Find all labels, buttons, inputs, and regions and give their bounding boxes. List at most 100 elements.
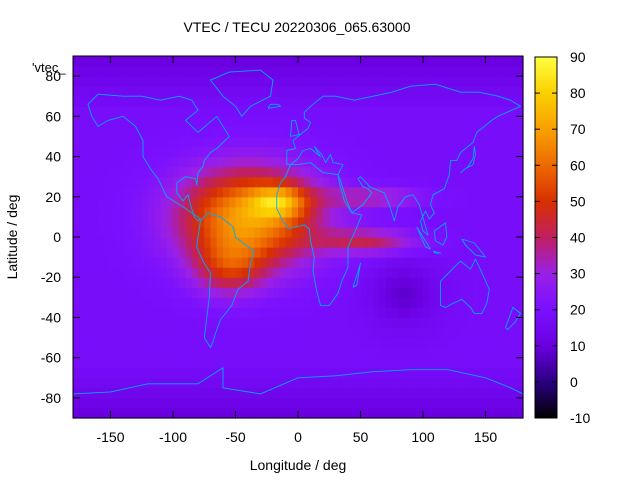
heatmap-cell (329, 387, 337, 399)
heatmap-cell (216, 96, 224, 107)
heatmap-cell (116, 397, 124, 409)
heatmap-cell (135, 96, 143, 107)
heatmap-cell (391, 66, 399, 77)
heatmap-cell (229, 277, 237, 288)
heatmap-cell (404, 96, 412, 107)
heatmap-cell (210, 397, 218, 409)
heatmap-cell (360, 407, 368, 419)
heatmap-cell (416, 337, 424, 349)
heatmap-cell (335, 156, 343, 168)
heatmap-cell (98, 156, 105, 168)
heatmap-cell (310, 76, 318, 87)
heatmap-cell (473, 106, 480, 117)
heatmap-cell (329, 257, 337, 268)
heatmap-cell (285, 96, 293, 107)
heatmap-cell (335, 287, 343, 298)
heatmap-cell (116, 287, 124, 298)
heatmap-cell (291, 327, 299, 339)
heatmap-cell (441, 106, 449, 117)
heatmap-cell (341, 226, 349, 238)
heatmap-cell (173, 277, 180, 288)
heatmap-cell (491, 397, 499, 409)
heatmap-cell (385, 287, 393, 298)
heatmap-cell (204, 347, 212, 359)
heatmap-cell (91, 307, 99, 319)
heatmap-cell (198, 126, 205, 138)
heatmap-cell (104, 116, 112, 127)
heatmap-cell (479, 106, 487, 117)
heatmap-cell (123, 176, 130, 188)
heatmap-cell (173, 136, 180, 148)
heatmap-cell (204, 116, 212, 127)
heatmap-cell (260, 136, 268, 148)
heatmap-cell (185, 367, 193, 379)
heatmap-cell (141, 347, 149, 359)
heatmap-cell (423, 176, 430, 188)
heatmap-cell (166, 186, 174, 198)
heatmap-cell (329, 136, 337, 148)
heatmap-cell (373, 407, 380, 419)
heatmap-cell (441, 136, 449, 148)
heatmap-cell (135, 116, 143, 127)
heatmap-cell (279, 307, 287, 319)
heatmap-cell (223, 317, 230, 329)
heatmap-cell (304, 226, 312, 238)
heatmap-cell (341, 247, 349, 258)
heatmap-cell (210, 206, 218, 218)
heatmap-cell (454, 156, 462, 168)
heatmap-cell (373, 287, 380, 298)
heatmap-cell (266, 96, 274, 107)
heatmap-cell (229, 397, 237, 409)
heatmap-cell (79, 116, 87, 127)
heatmap-cell (123, 116, 130, 127)
colorbar-tick-label: 0 (570, 374, 578, 390)
heatmap-cell (198, 267, 205, 278)
heatmap-cell (473, 267, 480, 278)
heatmap-cell (204, 196, 212, 208)
heatmap-cell (98, 317, 105, 329)
heatmap-cell (279, 126, 287, 138)
heatmap-cell (379, 116, 387, 127)
heatmap-cell (104, 327, 112, 339)
heatmap-cell (273, 136, 280, 148)
heatmap-cell (491, 176, 499, 188)
heatmap-cell (266, 297, 274, 308)
heatmap-cell (360, 86, 368, 97)
heatmap-cell (298, 76, 305, 87)
heatmap-cell (429, 186, 437, 198)
heatmap-cell (191, 397, 199, 409)
heatmap-cell (254, 397, 262, 409)
heatmap-cell (391, 347, 399, 359)
heatmap-cell (504, 247, 512, 258)
heatmap-cell (79, 86, 87, 97)
heatmap-cell (360, 267, 368, 278)
heatmap-cell (248, 216, 255, 228)
heatmap-cell (173, 327, 180, 339)
heatmap-cell (291, 136, 299, 148)
heatmap-cell (366, 216, 374, 228)
heatmap-cell (498, 226, 505, 238)
heatmap-cell (279, 156, 287, 168)
heatmap-cell (398, 407, 405, 419)
heatmap-cell (348, 76, 355, 87)
x-tick-label: 100 (411, 429, 435, 445)
heatmap-cell (510, 96, 518, 107)
heatmap-cell (335, 367, 343, 379)
heatmap-cell (341, 387, 349, 399)
heatmap-cell (360, 146, 368, 158)
heatmap-cell (85, 196, 93, 208)
heatmap-cell (291, 186, 299, 198)
heatmap-cell (329, 66, 337, 77)
heatmap-cell (454, 56, 462, 67)
heatmap-cell (510, 337, 518, 349)
heatmap-cell (254, 56, 262, 67)
heatmap-cell (260, 226, 268, 238)
heatmap-cell (466, 186, 474, 198)
heatmap-cell (235, 257, 243, 268)
heatmap-cell (504, 337, 512, 349)
heatmap-cell (435, 96, 443, 107)
heatmap-cell (141, 327, 149, 339)
heatmap-cell (154, 347, 162, 359)
heatmap-cell (335, 307, 343, 319)
heatmap-cell (104, 166, 112, 178)
